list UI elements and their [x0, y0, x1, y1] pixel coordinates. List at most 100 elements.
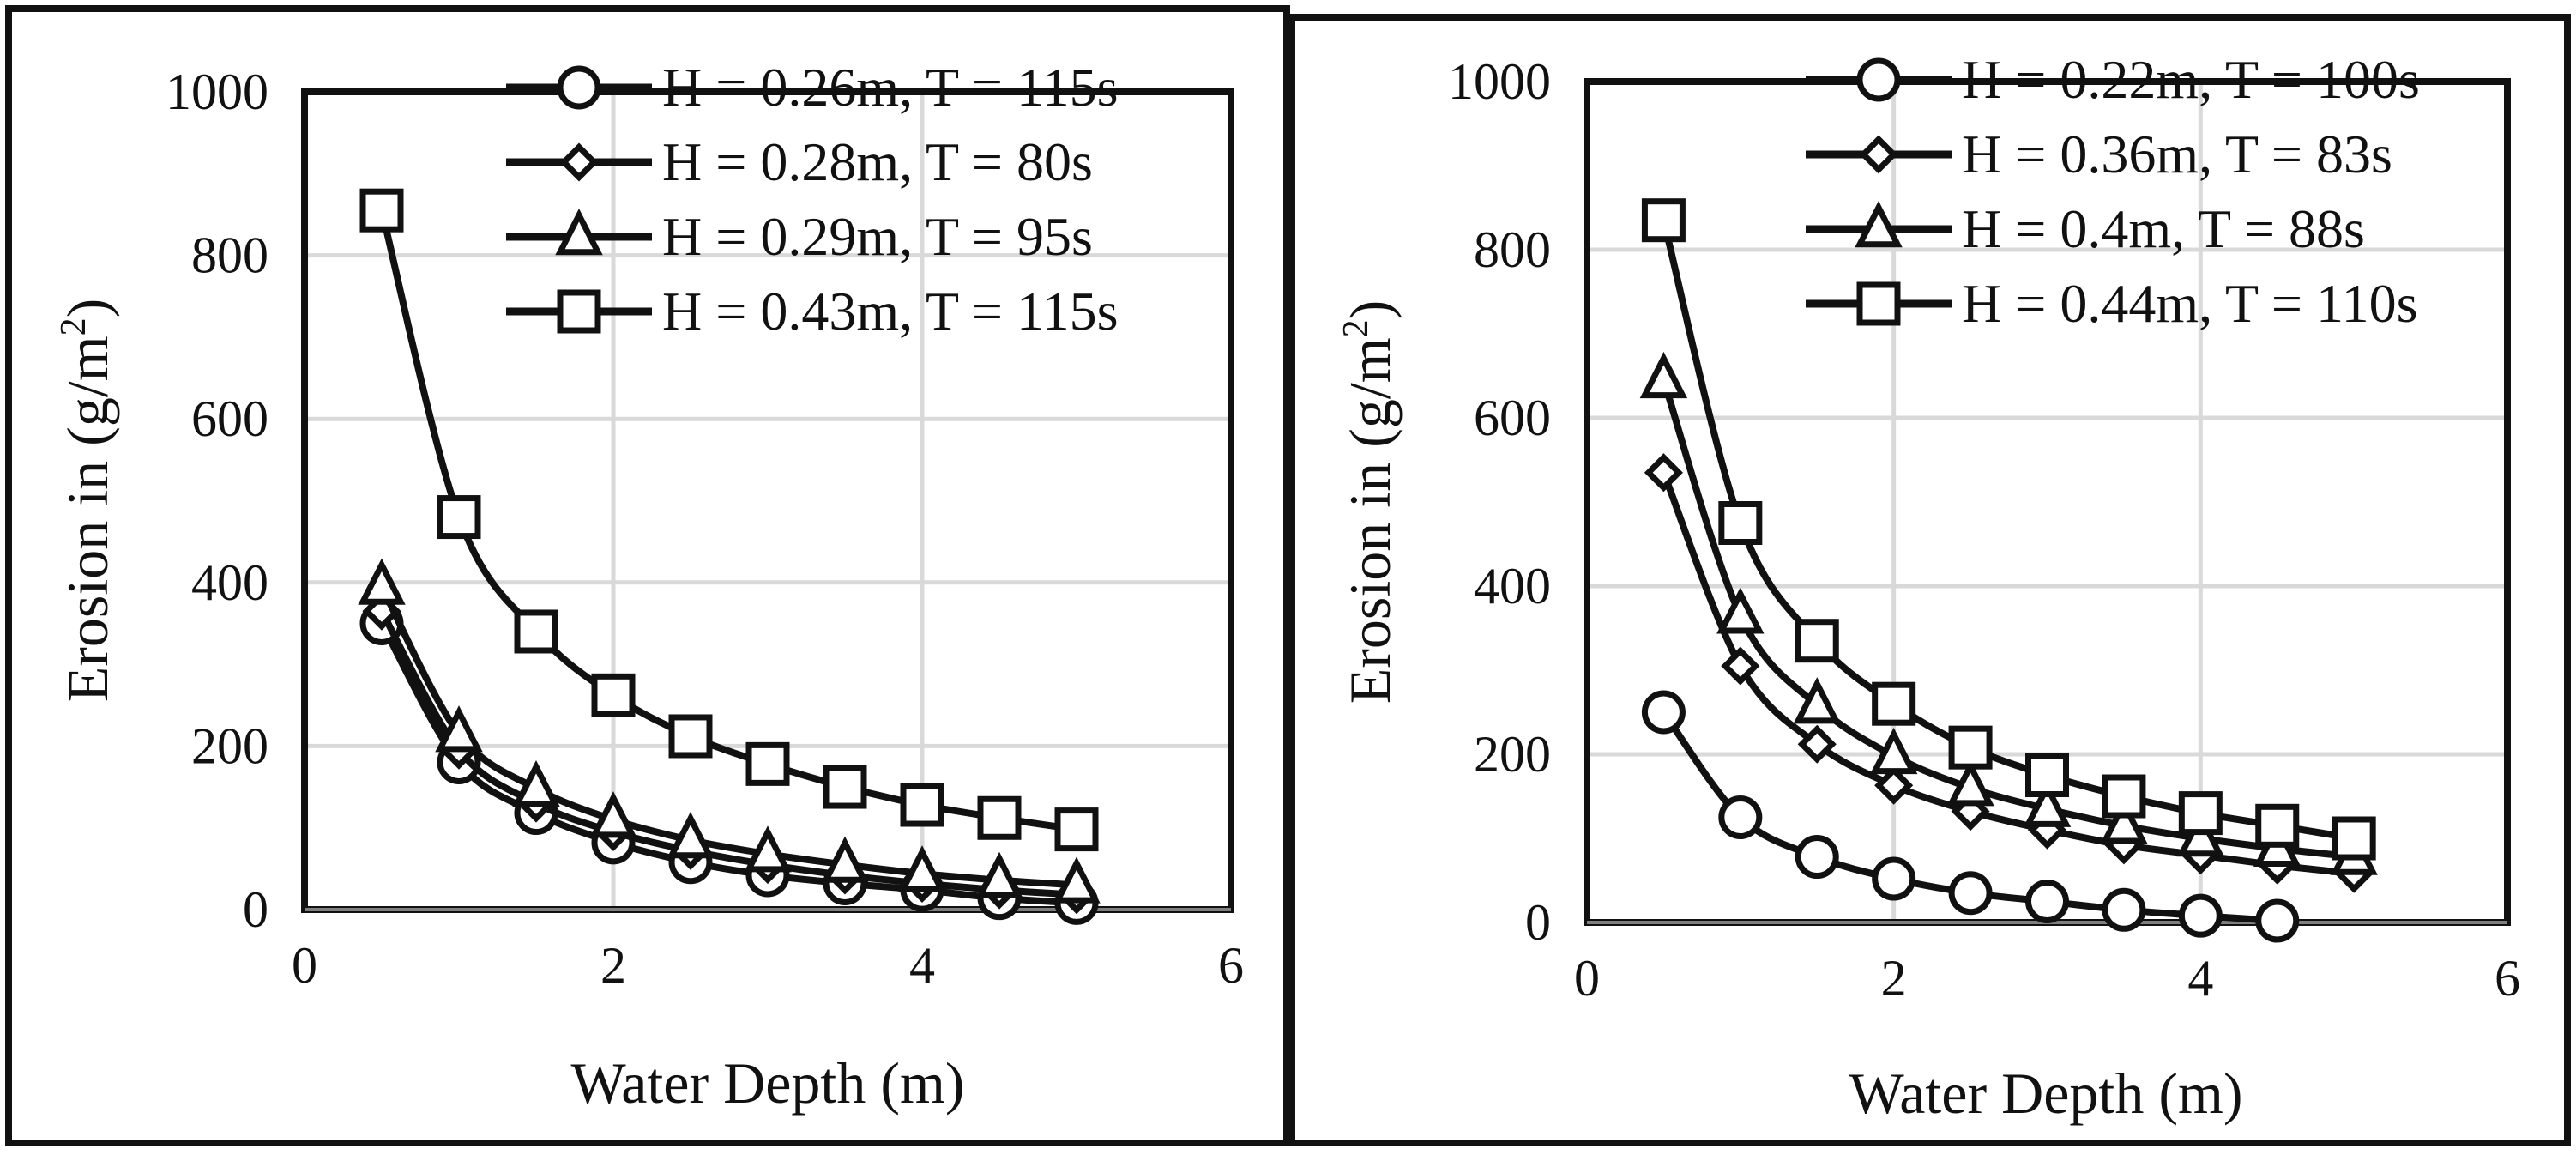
data-point-circle [2178, 893, 2223, 938]
legend-marker-circle [1856, 57, 1901, 102]
data-point-triangle [2023, 780, 2072, 827]
data-point-circle [1718, 795, 1763, 839]
data-point-triangle [975, 851, 1023, 898]
data-point-square [1872, 681, 1916, 726]
y-tick-label: 800 [191, 227, 268, 284]
y-tick-label: 200 [191, 717, 268, 774]
legend-item: H = 0.22m, T = 100s [1806, 49, 2420, 110]
legend-marker-square [1856, 281, 1901, 326]
y-axis-label-superscript: 2 [1336, 319, 1376, 337]
legend-label: H = 0.43m, T = 115s [662, 281, 1119, 342]
data-point-circle [1948, 871, 1993, 916]
series-circle [1641, 690, 2300, 943]
legend-item: H = 0.28m, T = 80s [506, 131, 1093, 192]
legend-label: H = 0.28m, T = 80s [662, 131, 1093, 192]
legend: H = 0.26m, T = 115s H = 0.28m, T = 80s H =… [506, 57, 1119, 342]
legend-label: H = 0.4m, T = 88s [1962, 198, 2365, 259]
y-axis-label-main: Erosion in (g/m [55, 336, 120, 702]
data-point-square [2255, 803, 2300, 848]
legend-marker-triangle [555, 209, 603, 256]
chart-panel-left: 0 2 4 6 0 200 400 600 800 1000 H = 0.26m, T = 11… [5, 5, 1290, 1146]
legend-label: H = 0.36m, T = 83s [1962, 124, 2392, 184]
data-point-square [2102, 774, 2146, 819]
data-point-square [977, 795, 1022, 840]
legend-item: H = 0.4m, T = 88s [1806, 198, 2365, 259]
data-point-circle [2102, 887, 2146, 932]
data-point-square [1795, 619, 1839, 663]
panel-border [1288, 14, 2571, 1146]
data-point-triangle [2100, 797, 2148, 844]
data-point-triangle [821, 836, 869, 883]
data-point-triangle [1053, 856, 1101, 904]
data-point-square [359, 188, 404, 233]
legend: H = 0.22m, T = 100s H = 0.36m, T = 83s H =… [1806, 49, 2420, 334]
x-tick-label: 6 [2495, 950, 2520, 1007]
legend-marker-triangle [1855, 201, 1903, 248]
data-point-triangle [512, 759, 560, 807]
data-point-square [1054, 807, 1099, 852]
x-axis-label: Water Depth (m) [1849, 1061, 2243, 1126]
data-point-diamond [1797, 724, 1837, 764]
y-axis-label-end: ) [55, 299, 120, 318]
legend-label: H = 0.29m, T = 95s [662, 206, 1093, 267]
y-axis-label-superscript: 2 [54, 317, 94, 336]
legend-label: H = 0.22m, T = 100s [1962, 49, 2420, 110]
data-point-diamond [1721, 646, 1760, 686]
x-tick-label: 4 [909, 937, 935, 994]
legend-item: H = 0.44m, T = 110s [1806, 273, 2418, 334]
data-point-square [1718, 501, 1763, 545]
data-point-square [823, 765, 867, 809]
series-triangle [1639, 351, 2378, 875]
chart-panel-right: 0 2 4 6 0 200 400 600 800 1000 H = 0.22m, T = 10… [1288, 14, 2571, 1146]
series-layer [358, 188, 1101, 925]
data-point-square [1641, 198, 1686, 243]
y-axis-label: Erosion in (g/m2) [1336, 300, 1403, 704]
x-axis-label: Water Depth (m) [571, 1050, 965, 1116]
data-point-circle [1795, 835, 1839, 880]
data-point-square [668, 714, 713, 759]
legend-item: H = 0.26m, T = 115s [506, 57, 1119, 118]
data-point-triangle [1639, 351, 1688, 399]
x-tick-label: 2 [1881, 950, 1907, 1007]
data-point-triangle [744, 825, 792, 873]
data-point-square [2332, 816, 2376, 861]
y-tick-label: 400 [1474, 558, 1551, 614]
legend-label: H = 0.44m, T = 110s [1962, 273, 2418, 334]
y-tick-label: 600 [1474, 390, 1551, 446]
data-point-circle [2025, 880, 2069, 923]
data-point-triangle [358, 558, 406, 605]
legend-label: H = 0.26m, T = 115s [662, 57, 1119, 118]
x-tick-label: 0 [292, 937, 317, 994]
y-tick-label: 0 [243, 881, 268, 938]
data-point-triangle [1869, 727, 1918, 775]
legend-marker-square [557, 289, 601, 334]
legend-marker-circle [557, 65, 601, 110]
y-tick-labels: 0 200 400 600 800 1000 [1448, 53, 1551, 951]
data-point-triangle [1946, 759, 1994, 807]
y-tick-label: 600 [191, 390, 268, 447]
data-point-triangle [1716, 587, 1765, 634]
x-tick-label: 0 [1574, 950, 1600, 1007]
data-point-square [900, 783, 944, 827]
y-axis-label-end: ) [1337, 300, 1403, 320]
series-triangle [358, 558, 1101, 904]
data-point-square [591, 673, 636, 717]
data-point-triangle [667, 812, 715, 859]
data-point-diamond [1874, 765, 1914, 805]
data-point-square [1948, 725, 1993, 770]
data-point-square [437, 495, 481, 540]
y-tick-label: 1000 [1448, 53, 1551, 110]
y-tick-label: 400 [191, 554, 268, 611]
y-tick-label: 800 [1474, 221, 1551, 278]
legend-item: H = 0.29m, T = 95s [506, 206, 1093, 267]
y-tick-label: 0 [1525, 894, 1551, 951]
panel-border [5, 5, 1290, 1146]
data-point-square [745, 741, 790, 786]
data-point-triangle [589, 791, 637, 838]
data-point-circle [2255, 898, 2300, 943]
x-tick-label: 2 [600, 937, 626, 994]
legend-item: H = 0.43m, T = 115s [506, 281, 1119, 342]
y-tick-labels: 0 200 400 600 800 1000 [166, 63, 268, 938]
legend-marker-diamond [1859, 135, 1898, 174]
data-point-diamond [1644, 453, 1683, 493]
